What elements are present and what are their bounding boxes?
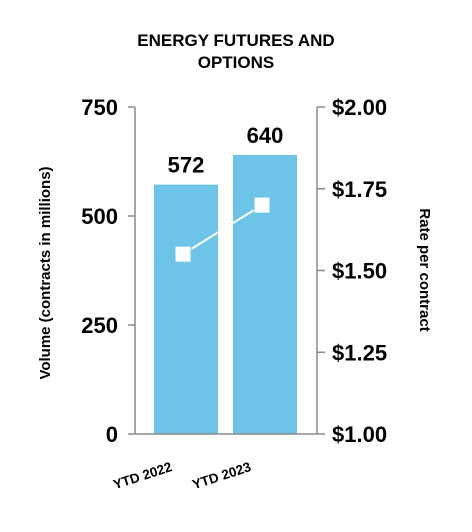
y-tick-label-left-1: 250 [81,313,118,338]
chart-title-line-1: ENERGY FUTURES AND [137,31,334,50]
y-tick-label-right-3: $1.75 [332,177,387,202]
rate-marker-1 [174,245,192,263]
rate-line [182,204,263,255]
y-axis-label: Volume (contracts in millions) [37,166,54,379]
y-tick-label-left-0: 0 [106,422,118,447]
bar-1 [154,184,218,434]
x-tick-label-1: YTD 2023 [190,459,253,492]
x-tick-label-0: YTD 2022 [111,459,173,492]
chart-title-line-2: OPTIONS [198,53,275,72]
y-tick-label-right-0: $1.00 [332,422,387,447]
y-tick-label-right-1: $1.25 [332,340,387,365]
rate-marker-2 [253,196,271,214]
y-axis-label-right: Rate per contract [416,208,433,331]
y-tick-label-right-4: $2.00 [332,95,387,120]
y-tick-label-left-2: 500 [81,204,118,229]
bar-data-label-2: 640 [247,123,284,148]
bar-data-label-1: 572 [168,153,205,178]
y-tick-label-right-2: $1.50 [332,259,387,284]
y-tick-label-left-3: 750 [81,95,118,120]
